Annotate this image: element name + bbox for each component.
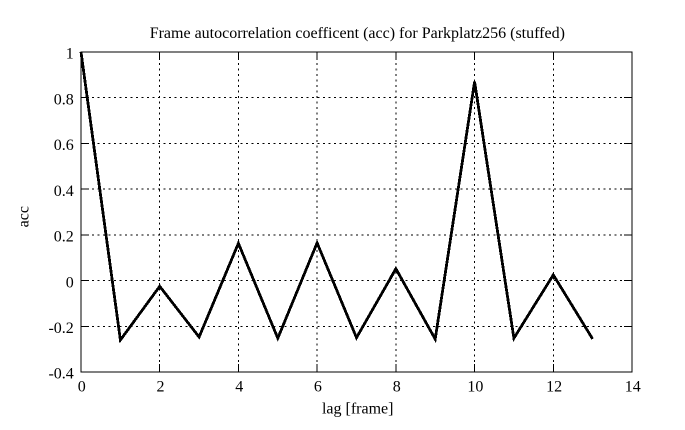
svg-text:Frame autocorrelation coeffice: Frame autocorrelation coefficent (acc) f…: [150, 25, 565, 42]
svg-text:4: 4: [235, 379, 243, 396]
svg-text:10: 10: [467, 379, 483, 396]
svg-text:2: 2: [157, 379, 165, 396]
svg-text:12: 12: [546, 379, 562, 396]
svg-text:0: 0: [78, 379, 86, 396]
svg-text:lag [frame]: lag [frame]: [322, 400, 394, 417]
svg-text:0.6: 0.6: [54, 137, 74, 154]
svg-text:6: 6: [314, 379, 322, 396]
svg-text:14: 14: [625, 379, 641, 396]
svg-text:1: 1: [66, 46, 74, 63]
svg-text:-0.4: -0.4: [48, 366, 73, 383]
svg-text:acc: acc: [15, 206, 32, 227]
svg-text:0.8: 0.8: [54, 91, 74, 108]
svg-text:8: 8: [393, 379, 401, 396]
svg-text:-0.2: -0.2: [48, 320, 73, 337]
svg-text:0: 0: [66, 274, 74, 291]
svg-text:0.4: 0.4: [54, 183, 74, 200]
svg-text:0.2: 0.2: [54, 229, 74, 246]
